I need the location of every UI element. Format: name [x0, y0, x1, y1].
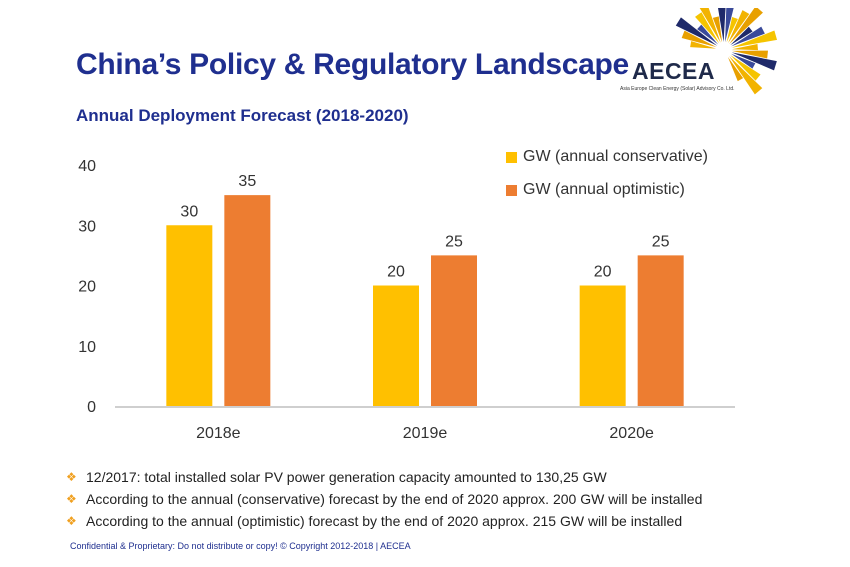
x-tick-label: 2018e: [196, 425, 241, 442]
logo-tagline: Asia Europe Clean Energy (Solar) Advisor…: [620, 86, 735, 92]
logo-ray: [725, 8, 734, 43]
logo-ray: [727, 56, 744, 82]
logo-ray: [681, 30, 717, 48]
y-tick-label: 20: [78, 279, 96, 296]
bar-2019e-conservative: [373, 285, 419, 406]
x-tick-label: 2020e: [609, 425, 654, 442]
chart-subtitle: Annual Deployment Forecast (2018-2020): [76, 106, 409, 125]
notes-list: ❖ 12/2017: total installed solar PV powe…: [66, 466, 702, 532]
logo-ray: [695, 12, 720, 44]
note-text: According to the annual (conservative) f…: [86, 491, 703, 507]
data-label: 35: [238, 173, 256, 190]
logo-ray: [731, 30, 778, 48]
logo-ray: [731, 26, 765, 47]
legend-label-conservative: GW (annual conservative): [523, 148, 708, 165]
legend-swatch-optimistic: [506, 184, 517, 196]
legend-swatch-conservative: [506, 151, 517, 163]
bar-2018e-conservative: [166, 225, 213, 406]
logo-ray: [726, 16, 738, 43]
diamond-bullet-icon: ❖: [66, 470, 77, 484]
logo-ray: [731, 52, 777, 71]
note-item: ❖ 12/2017: total installed solar PV powe…: [66, 466, 702, 488]
data-label: 30: [180, 203, 198, 220]
y-tick-label: 30: [78, 218, 96, 235]
bar-2020e-optimistic: [637, 255, 684, 406]
logo-ray: [690, 41, 717, 49]
legend-item-conservative: GW (annual conservative): [506, 146, 708, 168]
data-label: 20: [594, 264, 612, 281]
logo-ray: [712, 16, 723, 43]
diamond-bullet-icon: ❖: [66, 514, 77, 528]
logo-ray: [731, 53, 756, 69]
note-item: ❖ According to the annual (conservative)…: [66, 488, 702, 510]
logo-ray: [718, 8, 726, 43]
logo-ray: [731, 44, 758, 51]
bar-2018e-optimistic: [224, 195, 271, 406]
logo-ray: [729, 8, 763, 44]
logo-ray: [697, 24, 719, 45]
y-tick-label: 10: [78, 339, 96, 356]
note-item: ❖ According to the annual (optimistic) f…: [66, 510, 702, 532]
diamond-bullet-icon: ❖: [66, 492, 77, 506]
note-text: 12/2017: total installed solar PV power …: [86, 469, 607, 485]
logo-ray: [675, 17, 718, 46]
logo-ray: [730, 55, 761, 81]
logo-ray: [699, 8, 721, 43]
data-label: 25: [652, 233, 670, 250]
logo-ray: [729, 56, 763, 95]
y-tick-label: 0: [87, 399, 96, 416]
note-text: According to the annual (optimistic) for…: [86, 513, 683, 529]
chart-legend: GW (annual conservative) GW (annual opti…: [506, 146, 708, 212]
data-label: 20: [387, 264, 405, 281]
footer-copyright: Confidential & Proprietary: Do not distr…: [70, 541, 411, 551]
data-label: 25: [445, 233, 463, 250]
page-title: China’s Policy & Regulatory Landscape: [76, 48, 629, 81]
logo-ray: [731, 50, 768, 59]
bar-2019e-optimistic: [431, 255, 477, 406]
logo-ray: [730, 26, 753, 46]
legend-label-optimistic: GW (annual optimistic): [523, 181, 685, 198]
logo-name: AECEA: [632, 58, 716, 84]
x-tick-label: 2019e: [403, 425, 448, 442]
logo-ray: [728, 10, 750, 44]
bar-2020e-conservative: [579, 285, 626, 406]
legend-item-optimistic: GW (annual optimistic): [506, 179, 708, 201]
aecea-logo-icon: [675, 8, 778, 95]
y-tick-label: 40: [78, 158, 96, 175]
